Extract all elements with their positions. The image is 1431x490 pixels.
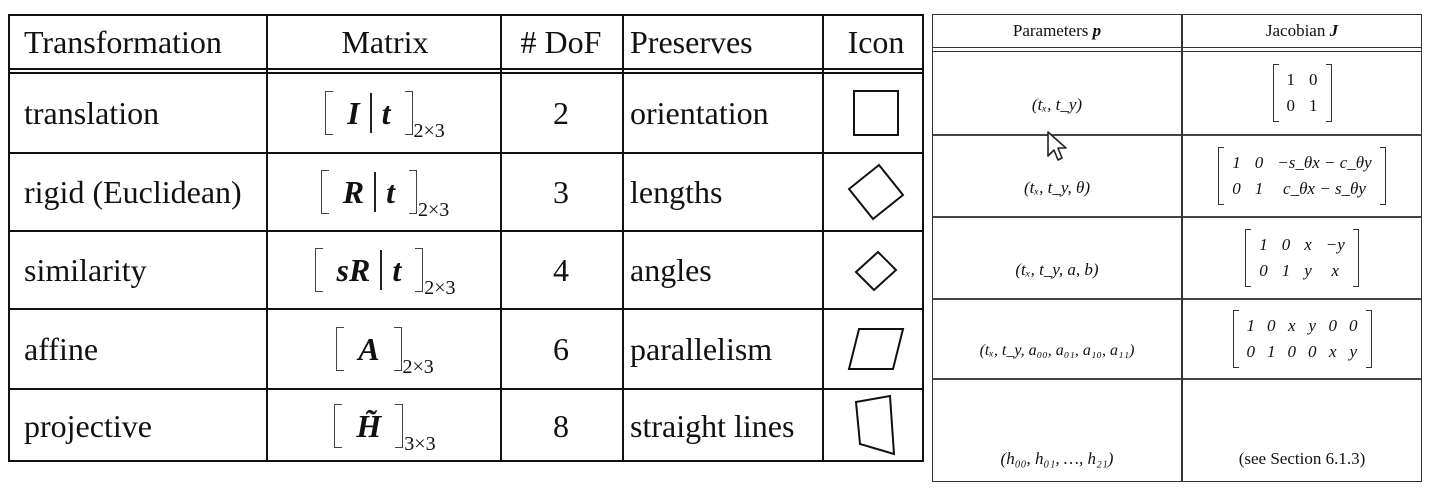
parameters-value: (tₓ, t_y, θ)	[1023, 178, 1091, 197]
header-preserves: Preserves	[630, 23, 753, 60]
header-matrix: Matrix	[341, 23, 429, 60]
matrix-expression: sR t 2×3	[314, 248, 455, 299]
transformation-name: translation	[24, 94, 160, 131]
transformation-name: similarity	[24, 251, 147, 288]
transformation-name: rigid (Euclidean)	[24, 173, 242, 210]
dof-value: 6	[553, 330, 569, 367]
header-jacobian: Jacobian J	[1265, 21, 1339, 40]
matrix-cell: H̃ 3×3	[272, 390, 498, 462]
header-divider	[10, 68, 922, 74]
dof-value: 3	[553, 173, 569, 210]
mouse-cursor-icon	[1047, 131, 1067, 161]
table-row: affine A 2×3 6 parallelism	[10, 310, 922, 388]
matrix-expression: A 2×3	[336, 327, 434, 378]
dof-value: 2	[553, 94, 569, 131]
table-row: similarity sR t 2×3 4 angles	[10, 232, 922, 308]
jacobian-matrix: 1 0 −s_θx − c_θy 0 1 c_θx − s_θy	[1183, 136, 1421, 216]
matrix-cell: sR t 2×3	[272, 232, 498, 308]
table-row: projective H̃ 3×3 8 straight lines	[10, 390, 922, 462]
parameters-value: (tₓ, t_y, a, b)	[1015, 260, 1099, 279]
preserves-value: parallelism	[630, 330, 773, 367]
dof-value: 8	[553, 407, 569, 444]
square-icon	[828, 74, 924, 152]
header-dof: # DoF	[520, 23, 602, 60]
small-rotated-square-icon	[828, 232, 924, 308]
transformation-name: affine	[24, 330, 99, 367]
header-icon: Icon	[847, 23, 905, 60]
table-header-row: Parameters p Jacobian J	[933, 15, 1421, 47]
matrix-expression: H̃ 3×3	[334, 404, 436, 455]
transformation-name: projective	[24, 407, 152, 444]
preserves-value: angles	[630, 251, 712, 288]
preserves-value: lengths	[630, 173, 723, 210]
parameters-value: (tₓ, t_y, a₀₀, a₀₁, a₁₀, a₁₁)	[979, 342, 1135, 359]
preserves-value: orientation	[630, 94, 769, 131]
jacobian-reference: (see Section 6.1.3)	[1238, 448, 1366, 468]
header-transformation: Transformation	[24, 23, 222, 60]
dof-value: 4	[553, 251, 569, 288]
table-header-row: Transformation Matrix # DoF Preserves Ic…	[10, 16, 922, 68]
header-parameters: Parameters p	[1012, 21, 1102, 40]
rotated-square-icon	[828, 154, 924, 230]
parallelogram-icon	[828, 310, 924, 388]
table-row: (tₓ, t_y, θ) 1 0 −s_θx − c_θy 0 1 c_θx − s_θ…	[933, 136, 1421, 216]
preserves-value: straight lines	[630, 407, 795, 444]
parameters-value: (tₓ, t_y)	[1031, 95, 1083, 114]
trapezoid-icon	[828, 390, 924, 462]
matrix-cell: A 2×3	[272, 310, 498, 388]
transformations-table: Transformation Matrix # DoF Preserves Ic…	[8, 14, 924, 462]
parameters-value: (h₀₀, h₀₁, …, h₂₁)	[1000, 448, 1114, 468]
table-row: (h₀₀, h₀₁, …, h₂₁) (see Section 6.1.3)	[933, 380, 1421, 481]
